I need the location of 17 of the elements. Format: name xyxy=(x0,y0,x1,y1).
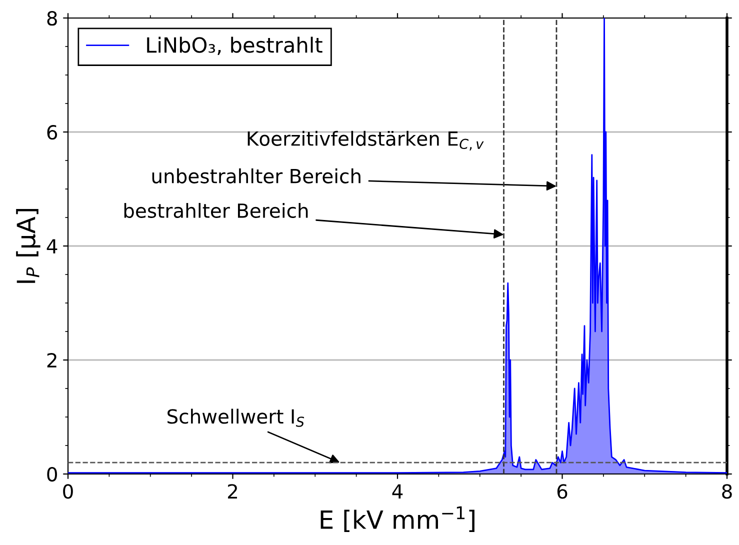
x-tick-label: 8 xyxy=(722,484,732,499)
annotation: Schwellwert I$_{S}$ xyxy=(168,408,304,427)
x-tick-label: 6 xyxy=(557,484,568,499)
y-tick-label: 6 xyxy=(47,124,58,140)
y-tick-label: 2 xyxy=(47,352,56,368)
x-tick-label: 2 xyxy=(228,484,237,498)
y-tick-label: 8 xyxy=(47,10,57,26)
y-axis-title: I$_{P}$ [µA] xyxy=(16,208,40,283)
annotation: Koerzitivfeldstärken E$_{C,v}$ xyxy=(248,130,484,150)
annotation: bestrahlter Bereich xyxy=(124,202,308,218)
y-tick-label: 4 xyxy=(46,239,58,254)
x-tick-label: 0 xyxy=(63,484,73,499)
legend-label: LiNbO₃, bestrahlt xyxy=(147,36,322,55)
x-tick-label: 4 xyxy=(392,484,403,498)
y-tick-label: 0 xyxy=(47,466,57,482)
annotation: unbestrahlter Bereich xyxy=(152,168,360,184)
x-axis-title: E [kV mm$^{−1}$] xyxy=(320,506,474,532)
